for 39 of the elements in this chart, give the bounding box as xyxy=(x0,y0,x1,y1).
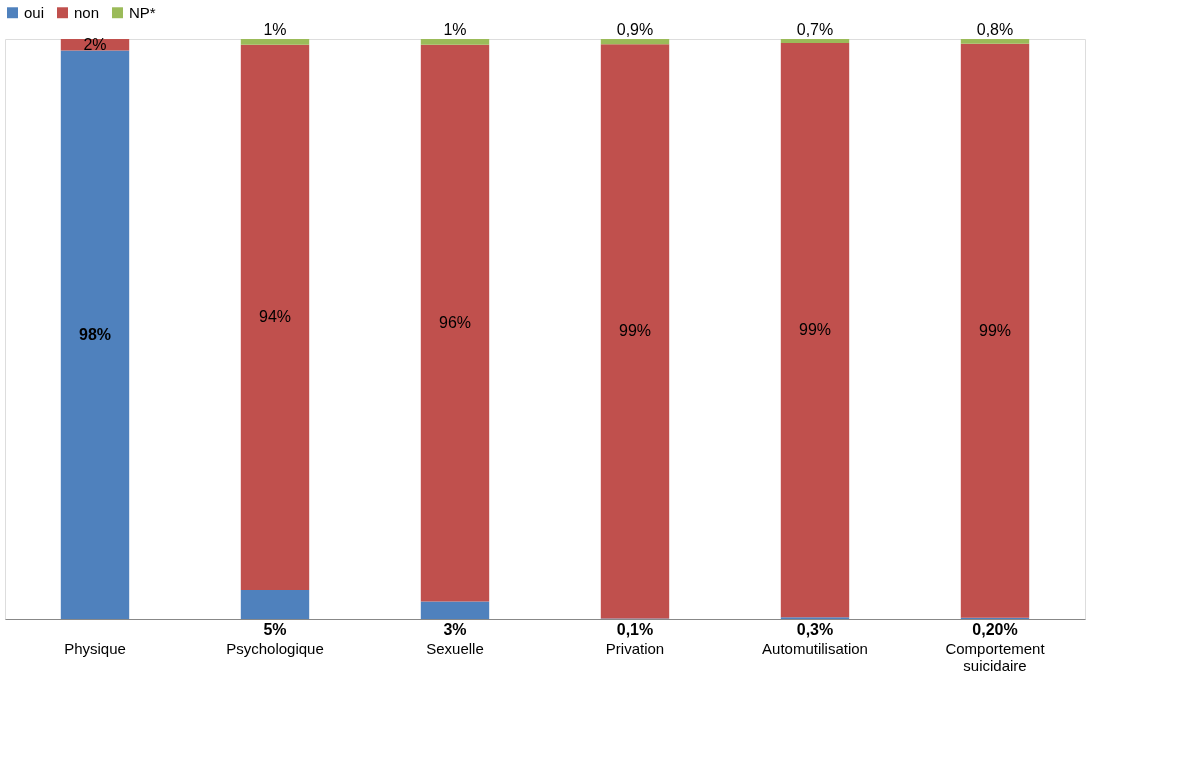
bar xyxy=(420,44,490,602)
bar xyxy=(240,39,310,45)
x-tick-label: Automutilisation xyxy=(762,639,868,657)
data-label: 1% xyxy=(443,21,467,38)
bar xyxy=(780,39,850,44)
data-label: 1% xyxy=(263,21,287,38)
data-label: 94% xyxy=(258,308,292,326)
x-tick-label: Psychologique xyxy=(226,639,324,657)
data-label: 2% xyxy=(83,35,107,53)
data-label: 0,8% xyxy=(976,21,1014,38)
data-label: 0,3% xyxy=(796,621,834,638)
x-tick-label: Privation xyxy=(605,639,665,657)
legend-label: NP* xyxy=(129,3,156,21)
bar xyxy=(960,43,1030,618)
data-label: 0,1% xyxy=(616,621,654,638)
bar xyxy=(420,601,490,619)
legend-label: oui xyxy=(24,3,45,21)
legend-label: non xyxy=(74,3,100,21)
data-label: 99% xyxy=(618,322,652,340)
bar xyxy=(60,50,130,619)
data-label: 98% xyxy=(78,325,112,343)
bar xyxy=(780,43,850,618)
x-tick-label: Sexuelle xyxy=(426,639,484,657)
data-label: 0,7% xyxy=(796,21,834,38)
data-label: 0,9% xyxy=(616,21,654,38)
x-tick-label: Physique xyxy=(64,639,126,657)
data-label: 3% xyxy=(443,621,467,638)
data-label: 5% xyxy=(263,621,287,638)
x-tick-label: Comportement suicidaire xyxy=(945,639,1046,674)
bar xyxy=(960,39,1030,44)
data-label: 99% xyxy=(798,321,832,339)
bar xyxy=(420,39,490,45)
bar xyxy=(240,590,310,619)
data-label: 99% xyxy=(978,321,1012,339)
data-label: 96% xyxy=(438,314,472,332)
bar xyxy=(600,44,670,619)
bar xyxy=(600,39,670,45)
bar xyxy=(240,44,310,590)
data-label: 0,20% xyxy=(972,621,1018,638)
